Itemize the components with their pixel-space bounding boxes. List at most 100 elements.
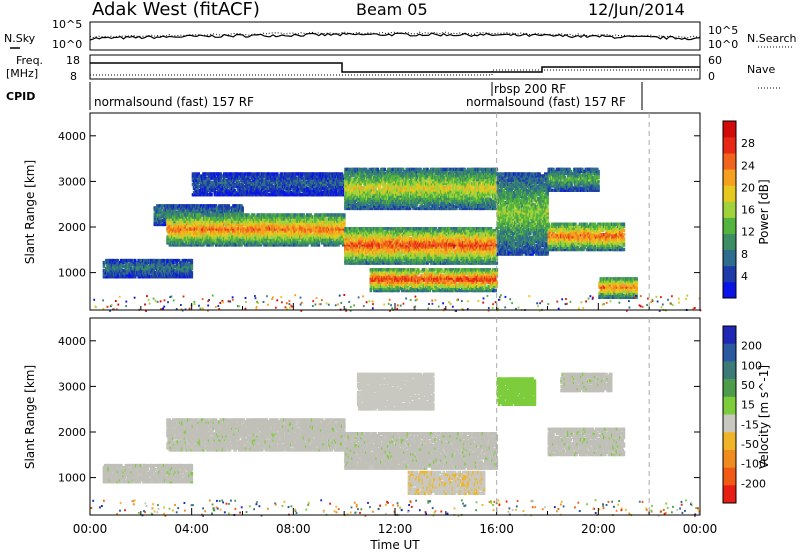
echo-cell xyxy=(288,188,292,193)
echo-cell xyxy=(160,204,164,208)
echo-cell xyxy=(219,208,222,212)
echo-cell xyxy=(217,227,220,231)
echo-cell xyxy=(294,213,298,217)
echo-cell xyxy=(197,172,200,176)
echo-cell xyxy=(176,273,180,277)
echo-cell xyxy=(205,208,209,212)
echo-cell xyxy=(232,180,235,184)
echo-cell xyxy=(191,221,195,225)
echo-cell xyxy=(294,191,298,195)
echo-cell xyxy=(109,273,113,277)
echo-cell xyxy=(185,265,189,269)
echo-cell xyxy=(236,178,240,182)
echo-cell xyxy=(263,172,266,176)
echo-cell xyxy=(330,227,333,231)
echo-cell xyxy=(205,219,209,223)
echo-cell xyxy=(254,233,257,237)
echo-cell xyxy=(313,221,316,225)
echo-cell xyxy=(252,219,256,223)
echo-cell xyxy=(336,180,339,184)
echo-cell xyxy=(219,172,222,176)
echo-cell xyxy=(214,219,218,223)
echo-cell xyxy=(242,239,246,243)
echo-cell xyxy=(319,186,323,191)
echo-cell xyxy=(190,231,194,235)
echo-cell xyxy=(271,172,274,176)
echo-cell xyxy=(242,184,246,189)
echo-cell xyxy=(167,237,170,241)
echo-cell xyxy=(207,231,211,235)
echo-cell xyxy=(262,193,265,197)
echo-cell xyxy=(256,231,259,235)
echo-cell xyxy=(198,176,202,180)
echo-cell xyxy=(102,265,106,269)
echo-cell xyxy=(151,271,154,275)
echo-cell xyxy=(248,182,251,187)
echo-cell xyxy=(173,237,176,241)
echo-cell xyxy=(172,229,175,233)
echo-cell xyxy=(200,208,204,212)
echo-cell xyxy=(179,237,182,241)
echo-cell xyxy=(222,191,226,195)
echo-cell xyxy=(267,172,271,176)
echo-cell xyxy=(175,237,179,241)
echo-cell xyxy=(189,229,192,233)
echo-cell xyxy=(152,260,155,265)
echo-cell xyxy=(179,223,182,227)
echo-cell xyxy=(187,225,190,229)
echo-cell xyxy=(263,223,266,227)
echo-cell xyxy=(273,182,277,187)
echo-cell xyxy=(269,213,272,217)
echo-cell xyxy=(309,217,313,221)
echo-cell xyxy=(145,263,149,267)
echo-cell xyxy=(224,215,227,219)
echo-cell xyxy=(118,273,122,277)
echo-cell xyxy=(239,237,242,241)
echo-cell xyxy=(272,215,276,219)
echo-cell xyxy=(227,208,231,212)
echo-cell xyxy=(258,215,262,219)
noise-left-tick-low: 10^0 xyxy=(52,38,82,51)
echo-cell xyxy=(102,275,106,279)
echo-cell xyxy=(281,191,285,195)
echo-cell xyxy=(217,191,220,195)
echo-cell xyxy=(170,227,174,231)
echo-cell xyxy=(288,217,292,221)
echo-cell xyxy=(233,241,236,245)
echo-cell xyxy=(220,223,224,227)
echo-cell xyxy=(329,243,332,247)
echo-cell xyxy=(165,206,168,210)
echo-cell xyxy=(261,174,264,178)
echo-cell xyxy=(323,191,326,195)
echo-cell xyxy=(203,174,206,178)
noise-sky-line xyxy=(89,32,701,41)
echo-cell xyxy=(232,186,235,191)
echo-cell xyxy=(309,213,313,217)
echo-cell xyxy=(199,204,203,208)
echo-cell xyxy=(207,215,211,219)
echo-cell xyxy=(282,219,286,223)
echo-cell xyxy=(336,231,339,235)
echo-cell xyxy=(218,217,221,221)
echo-cell xyxy=(295,225,299,229)
echo-cell xyxy=(183,229,187,233)
echo-cell xyxy=(210,193,213,197)
echo-cell xyxy=(311,227,315,231)
echo-cell xyxy=(293,219,296,223)
echo-cell xyxy=(240,243,243,247)
echo-cell xyxy=(316,213,319,217)
echo-cell xyxy=(282,243,286,247)
echo-cell xyxy=(155,208,159,212)
echo-cell xyxy=(116,258,120,263)
echo-cell xyxy=(242,193,246,197)
echo-cell xyxy=(205,178,209,182)
echo-cell xyxy=(252,172,256,176)
echo-cell xyxy=(330,241,333,245)
echo-cell xyxy=(288,225,292,229)
echo-cell xyxy=(233,233,236,237)
echo-cell xyxy=(225,233,228,237)
echo-cell xyxy=(218,188,221,193)
echo-cell xyxy=(112,275,115,279)
echo-cell xyxy=(182,235,185,239)
echo-cell xyxy=(112,258,115,263)
